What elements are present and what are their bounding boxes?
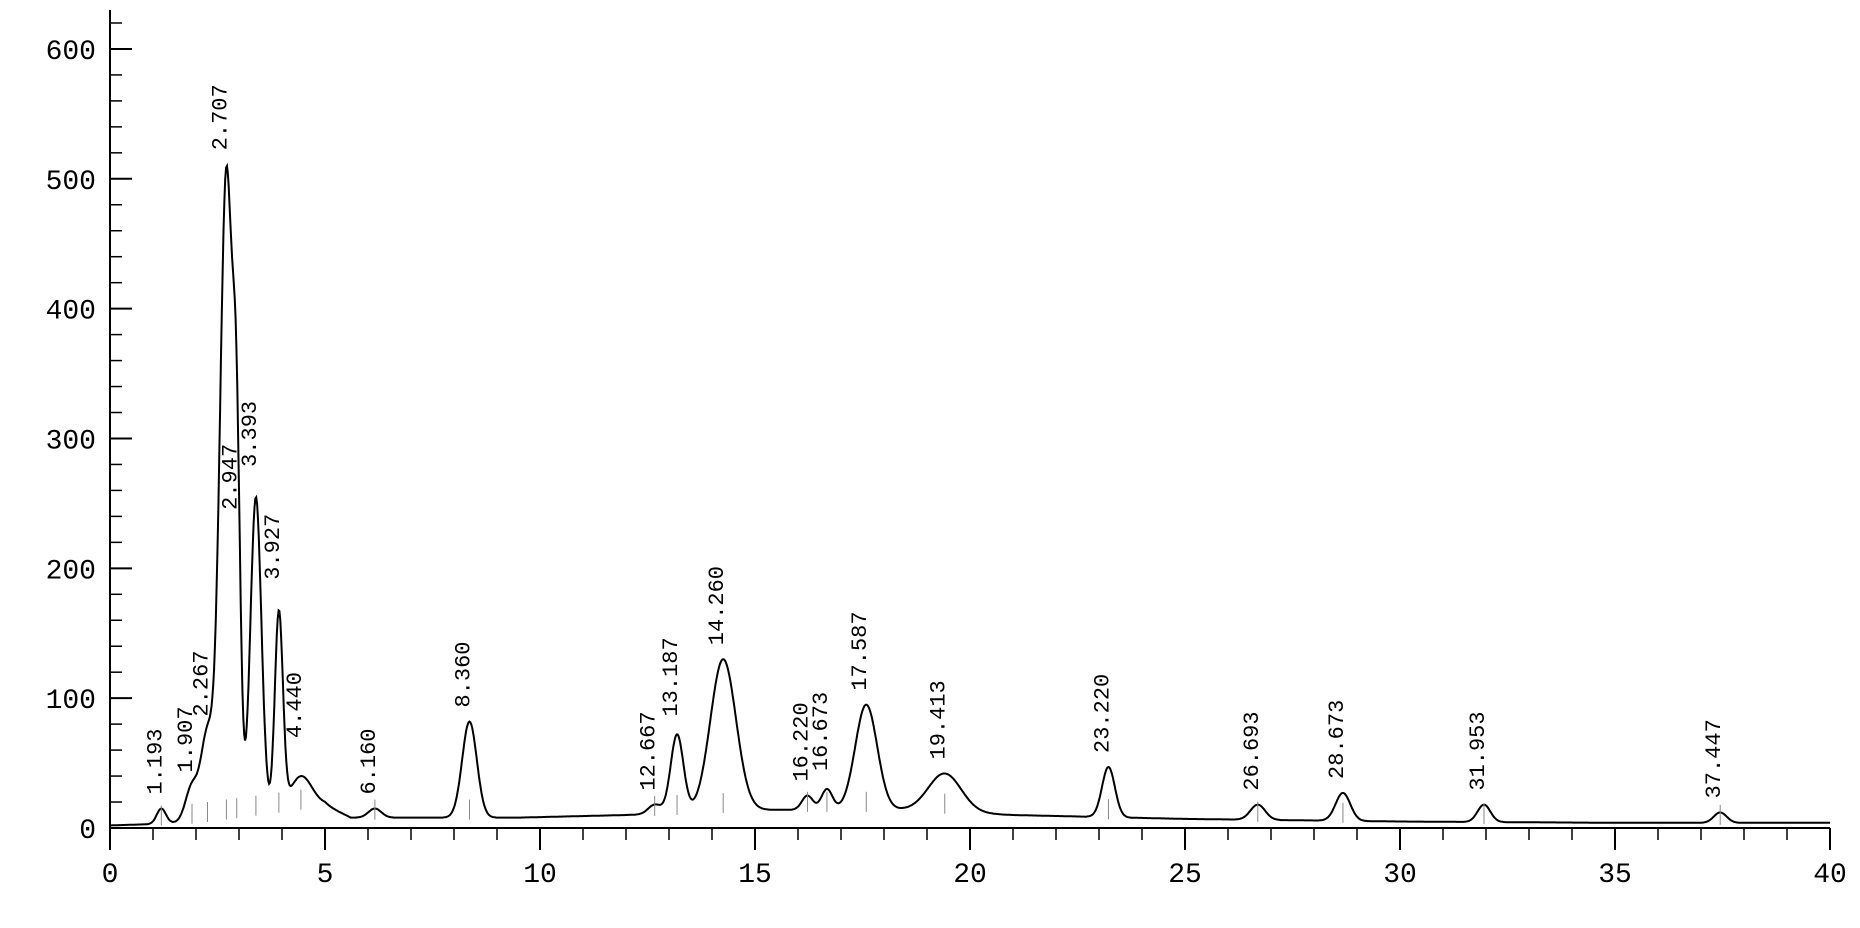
peak-label: 8.360 [451, 642, 476, 708]
chromatogram-chart: 0 100 200 300 400 500 600 0 5 10 15 20 25 30 35 40 1.193… [0, 0, 1860, 928]
peak-label: 12.667 [637, 711, 662, 790]
peak-label: 13.187 [659, 637, 684, 716]
peak-label: 2.267 [189, 650, 214, 716]
peak-label: 3.393 [238, 401, 263, 467]
x-tick-label: 40 [1813, 860, 1847, 891]
y-tick-label: 600 [46, 37, 96, 68]
peak-label: 19.413 [927, 680, 952, 759]
peak-label: 1.193 [143, 729, 168, 795]
peak-label: 31.953 [1466, 711, 1491, 790]
peak-label: 26.693 [1240, 711, 1265, 790]
chromatogram-svg: 0 100 200 300 400 500 600 0 5 10 15 20 25 30 35 40 1.193… [0, 0, 1860, 928]
x-tick-label: 30 [1383, 860, 1417, 891]
x-tick-label: 35 [1598, 860, 1632, 891]
peak-label: 28.673 [1325, 700, 1350, 779]
peak-label: 6.160 [357, 729, 382, 795]
x-tick-label: 5 [317, 860, 334, 891]
peak-label: 4.440 [283, 672, 308, 738]
peak-label: 23.220 [1090, 674, 1115, 753]
y-tick-label: 100 [46, 686, 96, 717]
y-tick-label: 0 [79, 816, 96, 847]
peak-label: 17.587 [848, 611, 873, 690]
peak-label: 2.707 [208, 84, 233, 150]
y-tick-label: 300 [46, 426, 96, 457]
x-tick-label: 25 [1168, 860, 1202, 891]
x-tick-label: 0 [102, 860, 119, 891]
peak-label: 37.447 [1702, 719, 1727, 798]
peak-label: 14.260 [705, 566, 730, 645]
peak-label: 3.927 [261, 514, 286, 580]
y-tick-label: 200 [46, 556, 96, 587]
x-tick-label: 20 [953, 860, 987, 891]
x-tick-label: 10 [523, 860, 557, 891]
y-tick-label: 500 [46, 167, 96, 198]
peak-label: 16.673 [809, 692, 834, 771]
y-tick-label: 400 [46, 297, 96, 328]
x-tick-label: 15 [738, 860, 772, 891]
